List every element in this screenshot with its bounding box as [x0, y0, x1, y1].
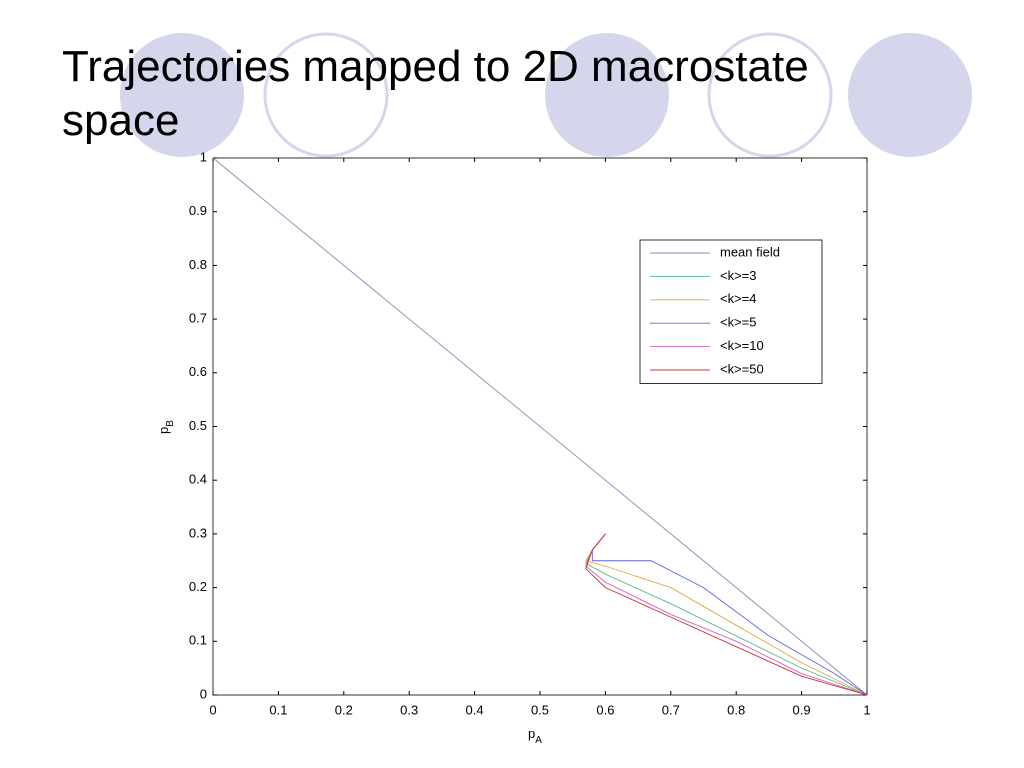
legend-label: <k>=10 — [720, 338, 764, 353]
x-tick-label: 0 — [209, 702, 216, 717]
y-tick-label: 0.2 — [189, 579, 207, 594]
y-label-main: p — [156, 427, 171, 434]
series-line — [585, 533, 868, 696]
y-tick-label: 0.8 — [189, 257, 207, 272]
x-tick-label: 0.1 — [269, 702, 287, 717]
x-tick-label: 0.3 — [400, 702, 418, 717]
legend-label: mean field — [720, 244, 780, 259]
y-axis-label: pB — [156, 420, 175, 434]
y-label-sub: B — [165, 420, 176, 427]
legend-box — [639, 239, 823, 384]
legend-label: <k>=5 — [720, 315, 757, 330]
y-tick-label: 0.9 — [189, 203, 207, 218]
y-tick-label: 0 — [200, 686, 207, 701]
y-tick-label: 0.3 — [189, 525, 207, 540]
x-tick-label: 0.8 — [727, 702, 745, 717]
x-tick-label: 0.6 — [596, 702, 614, 717]
series-line — [212, 157, 868, 696]
x-label-main: p — [528, 726, 535, 741]
x-tick-label: 1 — [863, 702, 870, 717]
x-axis-label: pA — [528, 726, 542, 745]
legend-label: <k>=50 — [720, 361, 764, 376]
y-tick-label: 0.5 — [189, 418, 207, 433]
deco-circle — [545, 33, 669, 157]
y-tick-label: 0.1 — [189, 633, 207, 648]
y-tick-label: 0.4 — [189, 472, 207, 487]
x-label-sub: A — [535, 735, 542, 746]
x-tick-label: 0.9 — [793, 702, 811, 717]
x-tick-label: 0.4 — [466, 702, 484, 717]
deco-circle — [120, 33, 244, 157]
deco-circle — [848, 33, 972, 157]
deco-circle — [707, 32, 833, 158]
series-line — [591, 533, 868, 696]
y-tick-label: 1 — [200, 149, 207, 164]
legend-label: <k>=4 — [720, 291, 757, 306]
y-tick-label: 0.7 — [189, 311, 207, 326]
x-tick-label: 0.2 — [335, 702, 353, 717]
legend-label: <k>=3 — [720, 268, 757, 283]
x-tick-label: 0.5 — [531, 702, 549, 717]
y-tick-label: 0.6 — [189, 364, 207, 379]
deco-circle — [263, 32, 389, 158]
x-tick-label: 0.7 — [662, 702, 680, 717]
slide-title: Trajectories mapped to 2D macrostate spa… — [62, 42, 809, 145]
